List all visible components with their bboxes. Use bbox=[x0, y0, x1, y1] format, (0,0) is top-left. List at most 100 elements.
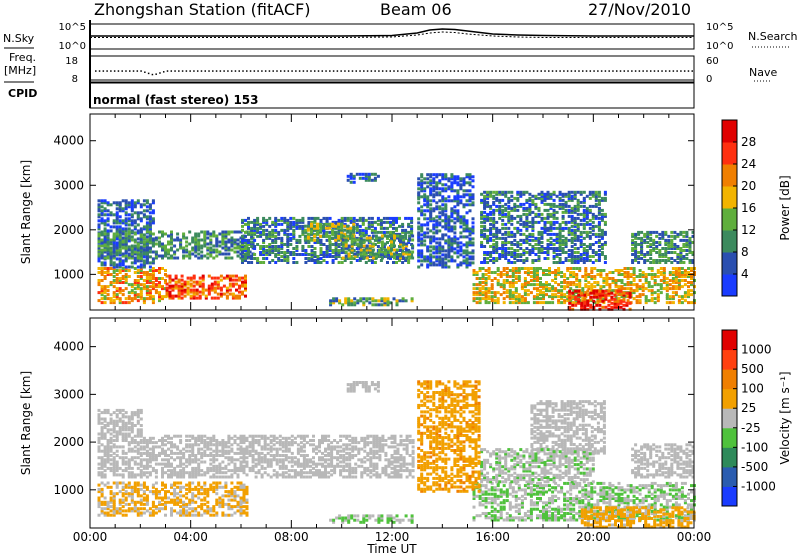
heatmap-cell bbox=[552, 238, 556, 242]
heatmap-cell bbox=[637, 232, 641, 236]
heatmap-cell bbox=[423, 189, 427, 193]
heatmap-cell bbox=[373, 230, 377, 234]
heatmap-cell bbox=[420, 249, 424, 253]
heatmap-cell bbox=[649, 261, 653, 264]
heatmap-cell bbox=[687, 293, 690, 297]
heatmap-cell bbox=[206, 246, 210, 250]
heatmap-cell bbox=[350, 299, 354, 303]
heatmap-cell bbox=[367, 224, 371, 228]
heatmap-cell bbox=[103, 223, 107, 227]
heatmap-cell bbox=[644, 301, 648, 305]
heatmap-cell bbox=[395, 251, 398, 254]
heatmap-cell bbox=[183, 282, 187, 286]
heatmap-cell bbox=[316, 222, 319, 226]
heatmap-cell bbox=[235, 274, 238, 278]
heatmap-cell bbox=[546, 245, 550, 248]
heatmap-cell bbox=[523, 289, 527, 293]
heatmap-cell bbox=[444, 233, 448, 237]
heatmap-cell bbox=[662, 275, 666, 278]
heatmap-cell bbox=[511, 267, 515, 270]
heatmap-cell bbox=[555, 255, 559, 258]
heatmap-cell bbox=[536, 293, 539, 297]
heatmap-cell bbox=[591, 214, 595, 218]
heatmap-cell bbox=[167, 252, 170, 256]
heatmap-cell bbox=[203, 238, 207, 242]
heatmap-cell bbox=[561, 198, 565, 202]
heatmap-cell bbox=[310, 226, 313, 230]
heatmap-cell bbox=[215, 236, 219, 240]
heatmap-cell bbox=[591, 190, 595, 194]
heatmap-cell bbox=[600, 198, 604, 202]
heatmap-cell bbox=[528, 251, 532, 254]
heatmap-cell bbox=[168, 276, 172, 280]
heatmap-cell bbox=[570, 220, 574, 224]
heatmap-cell bbox=[109, 211, 113, 215]
heatmap-cell bbox=[352, 232, 356, 236]
heatmap-cell bbox=[186, 286, 190, 290]
heatmap-cell bbox=[664, 232, 668, 236]
heatmap-cell bbox=[139, 256, 143, 260]
heatmap-cell bbox=[262, 238, 266, 242]
heatmap-cell bbox=[435, 181, 439, 185]
heatmap-cell bbox=[677, 275, 681, 278]
heatmap-cell bbox=[151, 261, 155, 265]
heatmap-cell bbox=[148, 232, 152, 236]
heatmap-cell bbox=[382, 220, 386, 224]
heatmap-cell bbox=[277, 257, 281, 260]
heatmap-cell bbox=[423, 209, 427, 213]
colorbar-tick-label: 24 bbox=[741, 157, 756, 171]
freq-point bbox=[544, 70, 546, 72]
heatmap-cell bbox=[429, 235, 433, 239]
heatmap-cell bbox=[573, 206, 577, 210]
heatmap-cell bbox=[570, 245, 574, 248]
freq-point bbox=[302, 70, 305, 72]
heatmap-cell bbox=[221, 236, 225, 240]
heatmap-cell bbox=[130, 507, 134, 511]
heatmap-cell bbox=[582, 208, 586, 212]
heatmap-cell bbox=[450, 237, 454, 241]
heatmap-cell bbox=[682, 261, 686, 264]
heatmap-cell bbox=[519, 243, 523, 246]
heatmap-cell bbox=[106, 229, 110, 233]
heatmap-cell bbox=[576, 198, 580, 202]
heatmap-cell bbox=[510, 214, 514, 218]
heatmap-cell bbox=[343, 236, 347, 240]
heatmap-cell bbox=[498, 212, 502, 216]
heatmap-cell bbox=[145, 254, 149, 258]
heatmap-cell bbox=[244, 253, 247, 256]
heatmap-cell bbox=[191, 246, 195, 250]
heatmap-cell bbox=[386, 230, 389, 234]
colorbar-tick-label: 12 bbox=[741, 223, 756, 237]
freq-point bbox=[578, 70, 580, 72]
heatmap-cell bbox=[358, 218, 362, 222]
heatmap-cell bbox=[148, 225, 152, 229]
heatmap-cell bbox=[118, 205, 122, 209]
heatmap-cell bbox=[471, 175, 475, 179]
heatmap-cell bbox=[560, 271, 564, 274]
heatmap-cell bbox=[136, 279, 140, 282]
heatmap-cell bbox=[133, 203, 137, 207]
heatmap-cell bbox=[591, 194, 595, 198]
colorbar-tick-label: 20 bbox=[741, 179, 756, 193]
heatmap-cell bbox=[364, 261, 368, 264]
heatmap-cell bbox=[573, 261, 577, 264]
heatmap-cell bbox=[585, 232, 589, 236]
heatmap-cell bbox=[552, 243, 556, 246]
heatmap-cell bbox=[103, 248, 107, 252]
heatmap-cell bbox=[225, 276, 229, 280]
heatmap-cell bbox=[247, 249, 250, 252]
freq-ytick-left: 8 bbox=[72, 74, 78, 85]
heatmap-cell bbox=[115, 243, 119, 247]
heatmap-cell bbox=[650, 269, 654, 272]
heatmap-cell bbox=[344, 244, 348, 248]
heatmap-cell bbox=[161, 277, 164, 280]
heatmap-cell bbox=[682, 238, 686, 242]
heatmap-cell bbox=[635, 289, 639, 293]
heatmap-cell bbox=[168, 274, 172, 278]
freq-point bbox=[589, 70, 592, 72]
heatmap-cell bbox=[139, 230, 143, 234]
heatmap-cell bbox=[180, 290, 184, 294]
heatmap-cell bbox=[100, 221, 104, 225]
heatmap-cell bbox=[537, 230, 541, 234]
heatmap-cell bbox=[241, 282, 244, 286]
